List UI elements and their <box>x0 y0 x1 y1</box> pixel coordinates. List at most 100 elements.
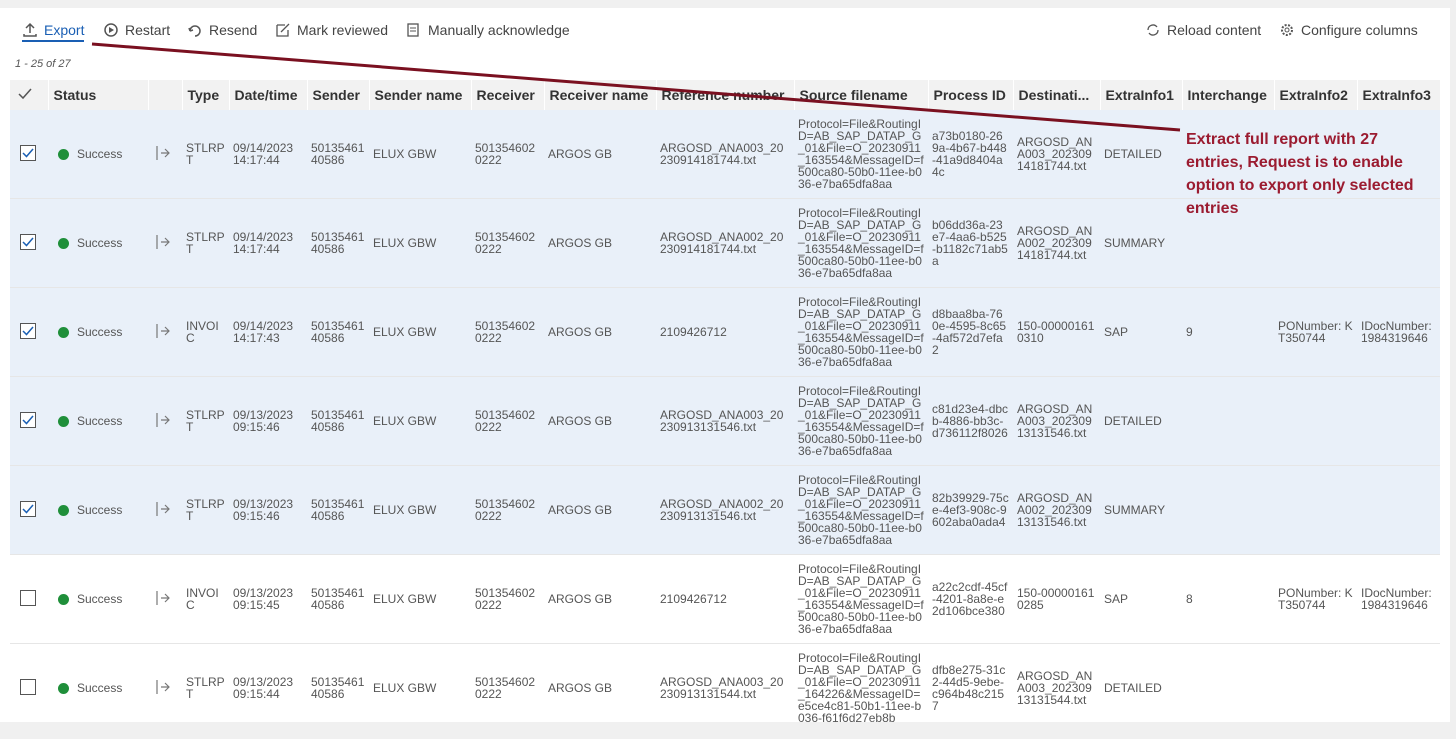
restart-button[interactable]: Restart <box>103 22 170 38</box>
cell: 09/13/2023 09:15:44 <box>229 643 307 722</box>
cell: b06dd36a-23e7-4aa6-b525-b1182c71ab5a <box>928 198 1013 288</box>
row-checkbox[interactable] <box>20 501 36 517</box>
cell: 09/13/2023 09:15:45 <box>229 554 307 644</box>
cell <box>1182 198 1274 288</box>
select-cell <box>10 554 48 644</box>
cell: ELUX GBW <box>369 287 471 377</box>
cell-text: DETAILED <box>1104 681 1162 695</box>
cell: DETAILED <box>1100 376 1182 466</box>
result-count: 1 - 25 of 27 <box>15 58 71 70</box>
row-checkbox[interactable] <box>20 412 36 428</box>
column-header[interactable]: Process ID <box>928 80 1014 110</box>
cell-text: ARGOS GB <box>548 503 613 517</box>
cell <box>1182 110 1274 199</box>
cell: ARGOSD_ANA003_20230913131546.txt <box>656 376 794 466</box>
column-header[interactable]: Status <box>48 80 149 110</box>
direction-icon <box>148 110 182 199</box>
cell: ARGOS GB <box>544 287 656 377</box>
cell: 2109426712 <box>656 554 794 644</box>
cell <box>1274 376 1357 466</box>
cell: Protocol=File&RoutingID=AB_SAP_DATAP_G_0… <box>794 110 928 199</box>
configure-button[interactable]: Configure columns <box>1279 22 1418 38</box>
column-header[interactable]: Type <box>182 80 230 110</box>
table-row[interactable]: Success STLRPT 09/13/2023 09:15:44 50135461… <box>10 643 1440 722</box>
table-row[interactable]: Success STLRPT 09/14/2023 14:17:44 50135461… <box>10 110 1440 199</box>
status-dot <box>58 238 69 250</box>
cell: Protocol=File&RoutingID=AB_SAP_DATAP_G_0… <box>794 643 928 722</box>
column-header[interactable]: Sender <box>307 80 370 110</box>
column-header[interactable]: ExtraInfo1 <box>1100 80 1183 110</box>
resend-button[interactable]: Resend <box>187 22 257 38</box>
cell: Protocol=File&RoutingID=AB_SAP_DATAP_G_0… <box>794 198 928 288</box>
cell <box>1182 376 1274 466</box>
column-header[interactable]: ExtraInfo2 <box>1274 80 1358 110</box>
cell: ELUX GBW <box>369 110 471 199</box>
acknowledge-button[interactable]: Manually acknowledge <box>406 22 570 38</box>
select-all[interactable] <box>10 80 49 110</box>
column-header[interactable]: ExtraInfo3 <box>1357 80 1441 110</box>
table-row[interactable]: Success STLRPT 09/14/2023 14:17:44 50135461… <box>10 198 1440 288</box>
table-row[interactable]: Success STLRPT 09/13/2023 09:15:46 50135461… <box>10 465 1440 555</box>
cell-text: 2109426712 <box>660 325 727 339</box>
export-button[interactable]: Export <box>22 22 85 42</box>
status-cell: Success <box>48 643 148 722</box>
cell: ARGOSD_ANA003_20230913131544.txt <box>1013 643 1100 722</box>
cell: 2109426712 <box>656 287 794 377</box>
cell: ARGOS GB <box>544 376 656 466</box>
column-header[interactable]: Destinati... <box>1013 80 1101 110</box>
cell: STLRPT <box>182 643 229 722</box>
column-header[interactable]: Date/time <box>229 80 308 110</box>
cell-text: 150-000001610285 <box>1017 586 1095 612</box>
status-dot <box>58 416 69 428</box>
cell-text: SUMMARY <box>1104 236 1166 250</box>
status-cell: Success <box>48 287 148 377</box>
row-checkbox[interactable] <box>20 679 36 695</box>
cell <box>1357 465 1440 555</box>
cell <box>1274 643 1357 722</box>
cell: 5013546020222 <box>471 198 544 288</box>
cell-text: ARGOSD_ANA003_20230914181744.txt <box>660 141 784 167</box>
direction-icon <box>148 198 182 288</box>
cell: 82b39929-75ce-4ef3-908c-9602aba0ada4 <box>928 465 1013 555</box>
cell-text: ARGOSD_ANA003_20230913131546.txt <box>1017 402 1093 440</box>
cell: SUMMARY <box>1100 465 1182 555</box>
cell-text: ELUX GBW <box>373 147 437 161</box>
cell: ELUX GBW <box>369 554 471 644</box>
cell-text: ELUX GBW <box>373 236 437 250</box>
row-checkbox[interactable] <box>20 323 36 339</box>
cell-text: DETAILED <box>1104 147 1162 161</box>
status-dot <box>58 149 69 161</box>
cell: 5013546140586 <box>307 465 369 555</box>
cell: STLRPT <box>182 198 229 288</box>
column-header[interactable]: Interchange <box>1182 80 1275 110</box>
row-checkbox[interactable] <box>20 590 36 606</box>
table-row[interactable]: Success INVOIC 09/14/2023 14:17:43 50135461… <box>10 287 1440 377</box>
column-header[interactable]: Sender name <box>369 80 472 110</box>
row-checkbox[interactable] <box>20 234 36 250</box>
column-header[interactable]: Receiver <box>471 80 545 110</box>
cell-text: ARGOSD_ANA002_20230914181744.txt <box>1017 224 1093 262</box>
cell-text: 09/14/2023 14:17:44 <box>233 230 294 256</box>
cell-text: ARGOSD_ANA003_20230913131544.txt <box>660 675 784 701</box>
cell-text: 5013546140586 <box>311 230 365 256</box>
status-cell: Success <box>48 554 148 644</box>
mark-reviewed-button[interactable]: Mark reviewed <box>275 22 388 38</box>
table-row[interactable]: Success STLRPT 09/13/2023 09:15:46 50135461… <box>10 376 1440 466</box>
cell: a73b0180-269a-4b67-b448-41a9d8404a4c <box>928 110 1013 199</box>
cell: 5013546020222 <box>471 554 544 644</box>
cell: 5013546020222 <box>471 465 544 555</box>
reload-button[interactable]: Reload content <box>1145 22 1261 38</box>
select-cell <box>10 465 48 555</box>
cell: Protocol=File&RoutingID=AB_SAP_DATAP_G_0… <box>794 287 928 377</box>
cell-text: 5013546020222 <box>475 408 536 434</box>
table-row[interactable]: Success INVOIC 09/13/2023 09:15:45 50135461… <box>10 554 1440 644</box>
status-dot <box>58 327 69 339</box>
status-text: Success <box>77 146 123 161</box>
row-checkbox[interactable] <box>20 145 36 161</box>
cell: 09/13/2023 09:15:46 <box>229 376 307 466</box>
cell-text: Protocol=File&RoutingID=AB_SAP_DATAP_G_0… <box>798 384 924 458</box>
label: Resend <box>209 22 258 38</box>
cell: ARGOS GB <box>544 110 656 199</box>
cell: 5013546140586 <box>307 554 369 644</box>
